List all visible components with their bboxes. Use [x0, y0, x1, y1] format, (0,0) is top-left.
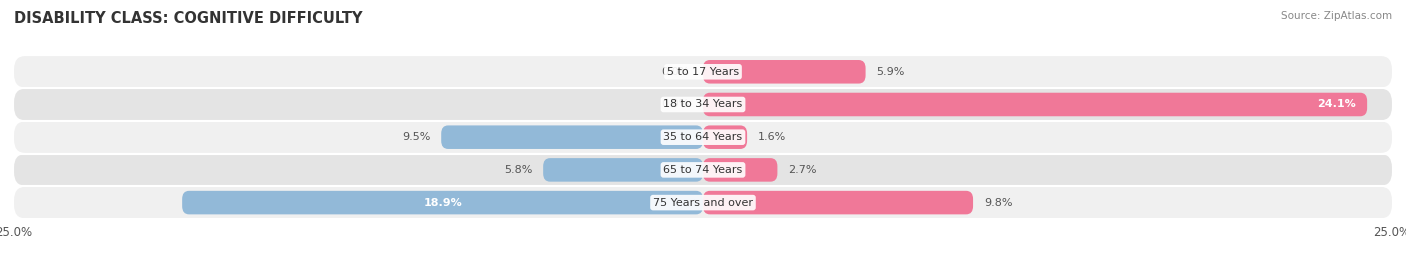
Text: 75 Years and over: 75 Years and over — [652, 198, 754, 208]
Text: 65 to 74 Years: 65 to 74 Years — [664, 165, 742, 175]
FancyBboxPatch shape — [703, 158, 778, 182]
Text: 0.0%: 0.0% — [661, 100, 689, 109]
Text: 24.1%: 24.1% — [1317, 100, 1357, 109]
Text: 2.7%: 2.7% — [789, 165, 817, 175]
FancyBboxPatch shape — [183, 191, 703, 214]
Text: 9.5%: 9.5% — [402, 132, 430, 142]
FancyBboxPatch shape — [14, 154, 1392, 186]
Text: 5.8%: 5.8% — [503, 165, 531, 175]
Text: 5.9%: 5.9% — [876, 67, 905, 77]
FancyBboxPatch shape — [703, 125, 747, 149]
Text: DISABILITY CLASS: COGNITIVE DIFFICULTY: DISABILITY CLASS: COGNITIVE DIFFICULTY — [14, 11, 363, 26]
Text: 35 to 64 Years: 35 to 64 Years — [664, 132, 742, 142]
FancyBboxPatch shape — [14, 187, 1392, 218]
FancyBboxPatch shape — [703, 93, 1367, 116]
FancyBboxPatch shape — [14, 122, 1392, 153]
Text: Source: ZipAtlas.com: Source: ZipAtlas.com — [1281, 11, 1392, 21]
FancyBboxPatch shape — [543, 158, 703, 182]
Text: 0.0%: 0.0% — [661, 67, 689, 77]
Text: 5 to 17 Years: 5 to 17 Years — [666, 67, 740, 77]
Text: 18 to 34 Years: 18 to 34 Years — [664, 100, 742, 109]
FancyBboxPatch shape — [441, 125, 703, 149]
FancyBboxPatch shape — [703, 191, 973, 214]
Text: 9.8%: 9.8% — [984, 198, 1012, 208]
FancyBboxPatch shape — [703, 60, 866, 84]
Text: 18.9%: 18.9% — [423, 198, 463, 208]
Text: 1.6%: 1.6% — [758, 132, 786, 142]
FancyBboxPatch shape — [14, 56, 1392, 87]
FancyBboxPatch shape — [14, 89, 1392, 120]
